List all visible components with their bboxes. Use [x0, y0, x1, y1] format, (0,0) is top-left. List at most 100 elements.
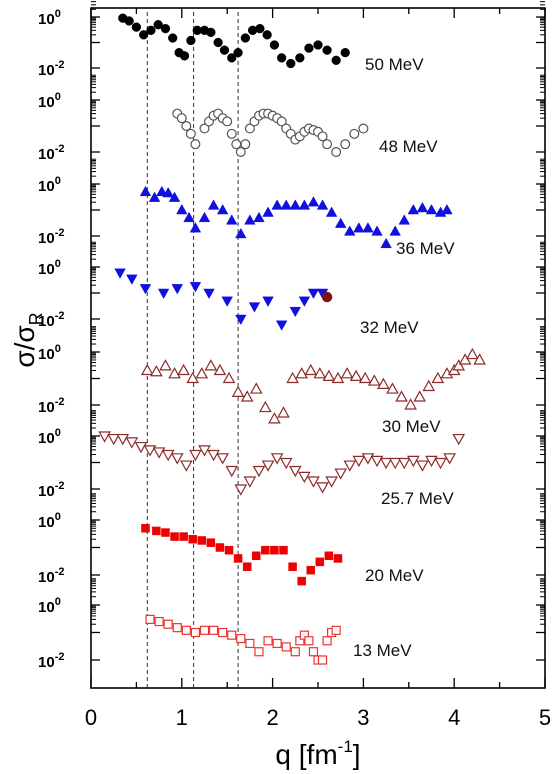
data-point [168, 367, 181, 379]
data-point [240, 33, 251, 43]
data-point [170, 453, 184, 465]
series-7 [141, 524, 343, 586]
data-point [254, 647, 264, 657]
x-axis-label: q [fm-1] [275, 737, 360, 770]
data-point [141, 524, 150, 533]
data-point [262, 30, 272, 40]
data-point [295, 53, 305, 63]
data-point [216, 203, 229, 215]
data-point [183, 211, 195, 223]
data-point [452, 359, 466, 371]
data-point [177, 363, 190, 376]
data-point [206, 27, 216, 38]
data-point [295, 367, 308, 379]
data-point [317, 655, 328, 665]
data-point [308, 647, 319, 657]
x-tick-label: 2 [266, 705, 278, 730]
data-point [443, 453, 456, 465]
data-point [139, 30, 149, 40]
series-3 [114, 268, 329, 331]
data-point [190, 139, 201, 150]
data-point [416, 201, 429, 213]
data-point [331, 55, 341, 65]
data-point [168, 33, 178, 43]
data-point [234, 484, 248, 496]
data-point [325, 476, 338, 488]
data-point [233, 554, 243, 563]
data-point [152, 447, 166, 459]
series-label: 50 MeV [365, 55, 424, 74]
panel-tick-label-bottom: 10-2 [38, 143, 64, 163]
data-point [362, 222, 374, 233]
data-point [358, 371, 372, 384]
x-tick-label: 4 [448, 705, 460, 730]
series-label: 20 MeV [365, 566, 424, 585]
data-point [407, 455, 420, 468]
data-point [207, 199, 220, 210]
data-point [279, 457, 293, 470]
data-point [233, 47, 243, 58]
data-point [139, 284, 152, 295]
data-point [231, 385, 245, 397]
data-point [413, 390, 427, 402]
data-point [316, 482, 329, 494]
data-point [124, 16, 134, 26]
data-point [197, 536, 207, 545]
series-layer [98, 13, 486, 665]
panel-tick-label-top: 100 [38, 511, 61, 531]
y-axis-label: σ/σR [9, 312, 46, 367]
data-point [176, 203, 188, 215]
data-point [386, 382, 399, 394]
data-point [349, 128, 360, 139]
panel-tick-label-bottom: 10-2 [38, 566, 64, 586]
panel-ticks: 100 10-2 100 10-2 100 10-2 100 10-2 100 10-2 100 10… [38, 1, 545, 671]
data-point [107, 433, 121, 446]
data-point [140, 363, 154, 376]
data-point [114, 268, 126, 279]
data-point [313, 367, 327, 379]
data-point [159, 359, 172, 371]
data-point [206, 538, 216, 547]
data-point [263, 636, 273, 646]
x-tick-label: 3 [357, 705, 369, 730]
data-point [286, 371, 299, 384]
data-point [186, 35, 196, 46]
data-point [221, 296, 233, 307]
data-point [98, 431, 111, 443]
series-0 [118, 13, 350, 69]
data-point [188, 534, 197, 544]
data-point [313, 40, 323, 50]
data-point [252, 551, 261, 561]
reference-lines [146, 12, 239, 688]
data-point [398, 214, 410, 225]
data-point [261, 460, 275, 472]
data-point [367, 374, 381, 386]
data-point [145, 614, 155, 624]
data-point [186, 371, 200, 384]
data-point [180, 460, 193, 472]
data-point [425, 203, 438, 215]
series-label: 30 MeV [382, 417, 441, 436]
data-point [253, 211, 265, 223]
data-point [198, 211, 211, 223]
data-point [269, 40, 280, 50]
data-point [322, 636, 332, 646]
data-point [268, 412, 281, 424]
data-point [270, 545, 279, 555]
data-point [333, 554, 343, 563]
data-point [277, 53, 287, 63]
panel-tick-label-bottom: 10-2 [38, 227, 64, 247]
data-point [349, 369, 363, 382]
data-point [156, 185, 168, 197]
data-point [148, 191, 161, 202]
data-point [262, 296, 274, 307]
plot-frame [90, 7, 546, 689]
panel-tick-label-bottom: 10-2 [38, 310, 64, 330]
data-point [204, 359, 218, 371]
data-point [458, 353, 472, 365]
data-point [235, 227, 247, 239]
data-point [304, 636, 314, 646]
data-point [248, 302, 261, 313]
data-point [322, 139, 333, 150]
